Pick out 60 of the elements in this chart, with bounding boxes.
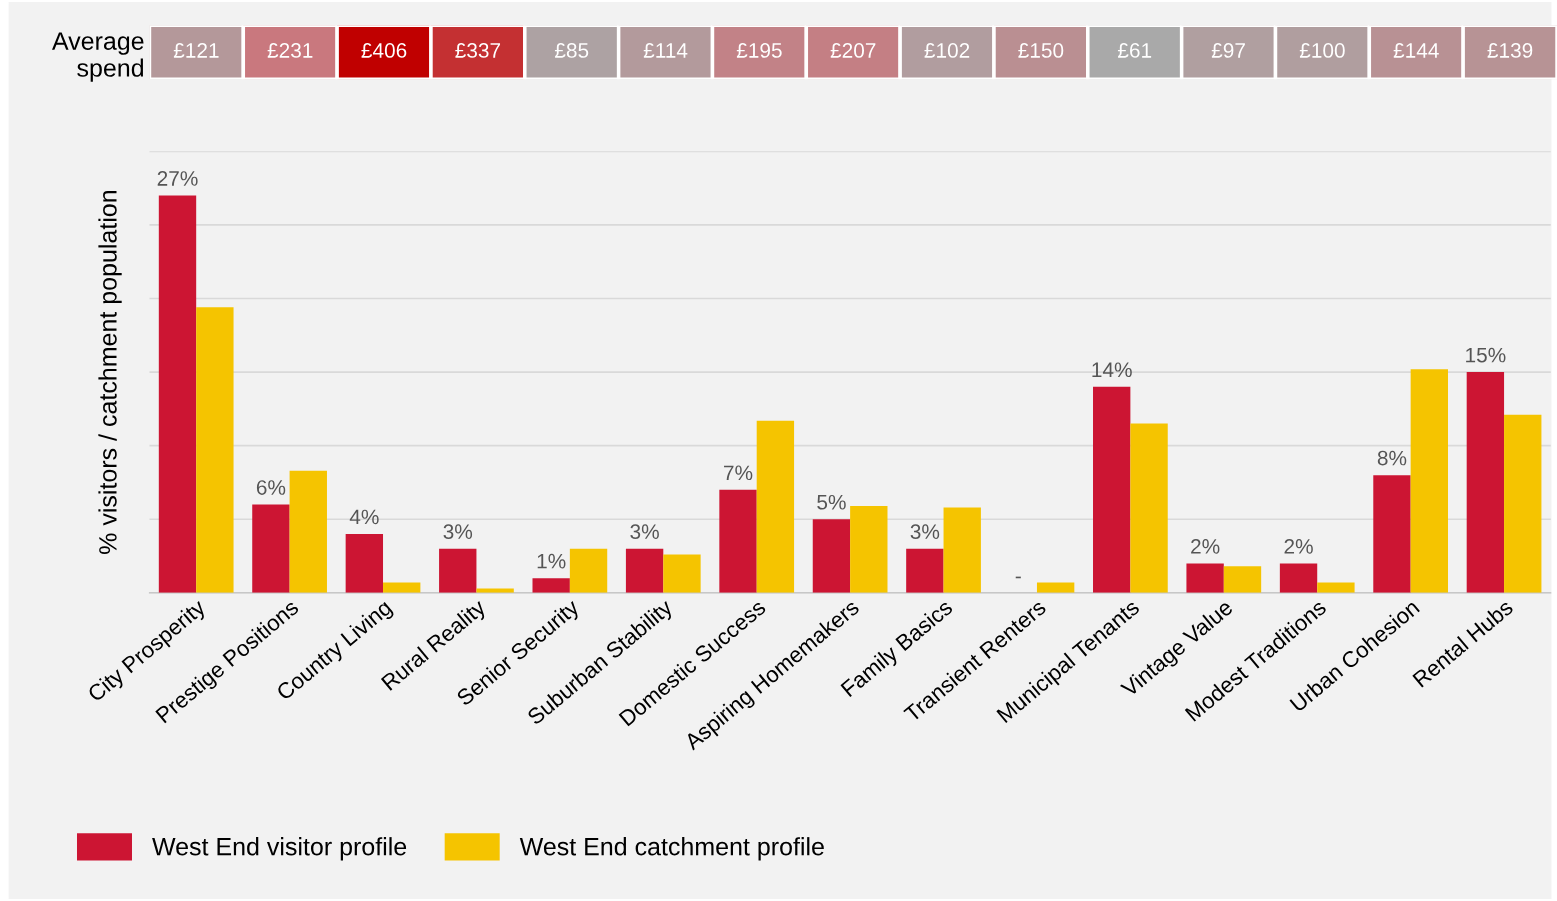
- bar: [532, 578, 570, 593]
- data-label: 2%: [1284, 539, 1313, 554]
- data-label: £114: [643, 43, 688, 58]
- y-tick-label: Average spend: [51, 32, 144, 82]
- data-label: 14%: [1092, 362, 1132, 378]
- bar: [252, 504, 290, 593]
- bar: [1504, 414, 1542, 593]
- bar: [1373, 475, 1411, 593]
- bar: [625, 548, 664, 593]
- bar: [1410, 369, 1449, 593]
- data-label: £337: [455, 43, 501, 58]
- data-label: 27%: [157, 171, 198, 186]
- data-label: 3%: [630, 524, 659, 540]
- bar: [476, 588, 514, 593]
- data-label: £102: [924, 43, 970, 58]
- bar: [906, 548, 944, 593]
- data-label: £97: [1211, 43, 1245, 58]
- bar: [719, 489, 757, 593]
- data-label: £61: [1117, 43, 1152, 58]
- bar: [1279, 563, 1318, 593]
- data-label: 8%: [1377, 450, 1407, 466]
- bar: [1186, 563, 1224, 593]
- data-label: £139: [1487, 43, 1533, 58]
- bar: [756, 420, 795, 593]
- bar: [1223, 566, 1262, 593]
- bar: [1130, 423, 1168, 593]
- data-label: £121: [173, 43, 219, 58]
- data-label: 6%: [256, 480, 286, 495]
- data-label: 7%: [724, 465, 753, 481]
- bar: [850, 506, 888, 593]
- data-label: £207: [830, 43, 876, 58]
- bar: [289, 470, 327, 593]
- data-label: £100: [1299, 43, 1345, 58]
- bar: [1466, 372, 1505, 593]
- bar: [345, 533, 384, 593]
- data-label: £195: [736, 43, 782, 58]
- data-label: 1%: [537, 553, 566, 569]
- legend-label: West End catchment profile: [519, 837, 824, 861]
- y-axis-title: % visitors / catchment population: [98, 191, 122, 554]
- bar: [812, 519, 851, 593]
- legend-label: West End visitor profile: [152, 837, 407, 861]
- data-label: 2%: [1191, 539, 1220, 554]
- data-label: 3%: [443, 524, 473, 540]
- bar: [196, 307, 234, 593]
- data-label: 15%: [1466, 347, 1506, 363]
- data-label: £85: [554, 43, 589, 58]
- data-label: 5%: [817, 494, 846, 510]
- annotation: -: [1015, 576, 1021, 579]
- data-label: 4%: [349, 509, 379, 525]
- data-label: 3%: [910, 524, 940, 540]
- bar: [943, 507, 981, 593]
- data-label: £406: [361, 43, 407, 58]
- bar: [1093, 386, 1131, 593]
- data-label: £150: [1018, 43, 1064, 58]
- bar: [158, 195, 197, 593]
- data-label: £231: [267, 43, 313, 58]
- data-label: £144: [1393, 43, 1439, 58]
- bar: [439, 548, 477, 593]
- bar: [663, 554, 701, 593]
- bar: [569, 548, 608, 593]
